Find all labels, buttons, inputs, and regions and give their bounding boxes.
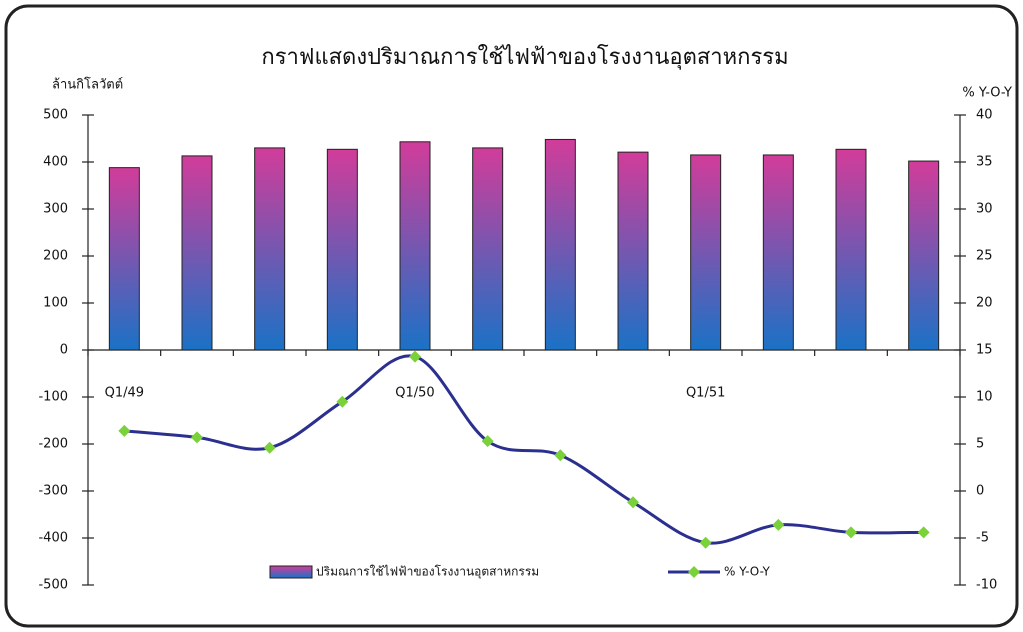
chart-title: กราฟแสดงปริมาณการใช้ไฟฟ้าของโรงงานอุตสาห…	[261, 44, 788, 70]
y2-tick-label: 15	[976, 343, 993, 358]
x-tick-label: Q1/49	[105, 386, 144, 401]
bar	[472, 147, 504, 351]
y-tick-label: 200	[43, 249, 68, 264]
bar	[399, 141, 431, 351]
y-tick-label: 300	[43, 202, 68, 217]
y2-tick-label: -5	[976, 531, 989, 546]
legend-label: % Y-O-Y	[724, 565, 770, 579]
y-tick-label: 400	[43, 155, 68, 170]
y-tick-label: 100	[43, 296, 68, 311]
y-tick-label: 500	[43, 108, 68, 123]
y-tick-label: 0	[60, 343, 68, 358]
legend-marker	[688, 566, 700, 578]
y-tick-label: -400	[38, 531, 68, 546]
marker	[118, 424, 131, 437]
y2-tick-label: -10	[976, 578, 997, 593]
y2-tick-label: 40	[976, 108, 993, 123]
y2-tick-label: 10	[976, 390, 993, 405]
marker	[336, 395, 349, 408]
marker	[772, 518, 785, 531]
marker	[409, 350, 421, 363]
marker	[845, 526, 857, 539]
marker	[481, 435, 494, 448]
x-tick-label: Q1/50	[395, 386, 434, 401]
bar	[835, 148, 867, 351]
bar	[617, 151, 649, 351]
y2-tick-label: 5	[976, 437, 984, 452]
bar	[181, 155, 213, 351]
y2-tick-label: 20	[976, 296, 993, 311]
y-tick-label: -500	[38, 578, 68, 593]
bar	[544, 138, 576, 351]
legend-label: ปริมณการใช้ไฟฟ้าของโรงงานอุตสาหกรรม	[316, 565, 539, 580]
legend-swatch	[269, 565, 313, 579]
y2-tick-label: 30	[976, 202, 993, 217]
x-tick-label: Q1/51	[686, 386, 725, 401]
marker	[699, 536, 712, 549]
y-tick-label: -200	[38, 437, 68, 452]
marker	[263, 441, 276, 454]
bar	[908, 160, 940, 351]
bar	[690, 154, 722, 351]
marker	[627, 496, 639, 509]
y-tick-label: -100	[38, 390, 68, 405]
bar	[108, 167, 140, 351]
bar	[762, 154, 794, 351]
y2-axis-label: % Y-O-Y	[962, 86, 1012, 101]
marker	[191, 431, 203, 444]
y2-tick-label: 35	[976, 155, 993, 170]
marker	[554, 449, 567, 462]
y2-tick-label: 0	[976, 484, 984, 499]
bar	[326, 148, 358, 351]
bar	[254, 147, 286, 351]
y-axis-label: ล้านกิโลวัตต์	[52, 77, 123, 93]
y-tick-label: -300	[38, 484, 68, 499]
marker	[917, 526, 930, 539]
y2-tick-label: 25	[976, 249, 993, 264]
